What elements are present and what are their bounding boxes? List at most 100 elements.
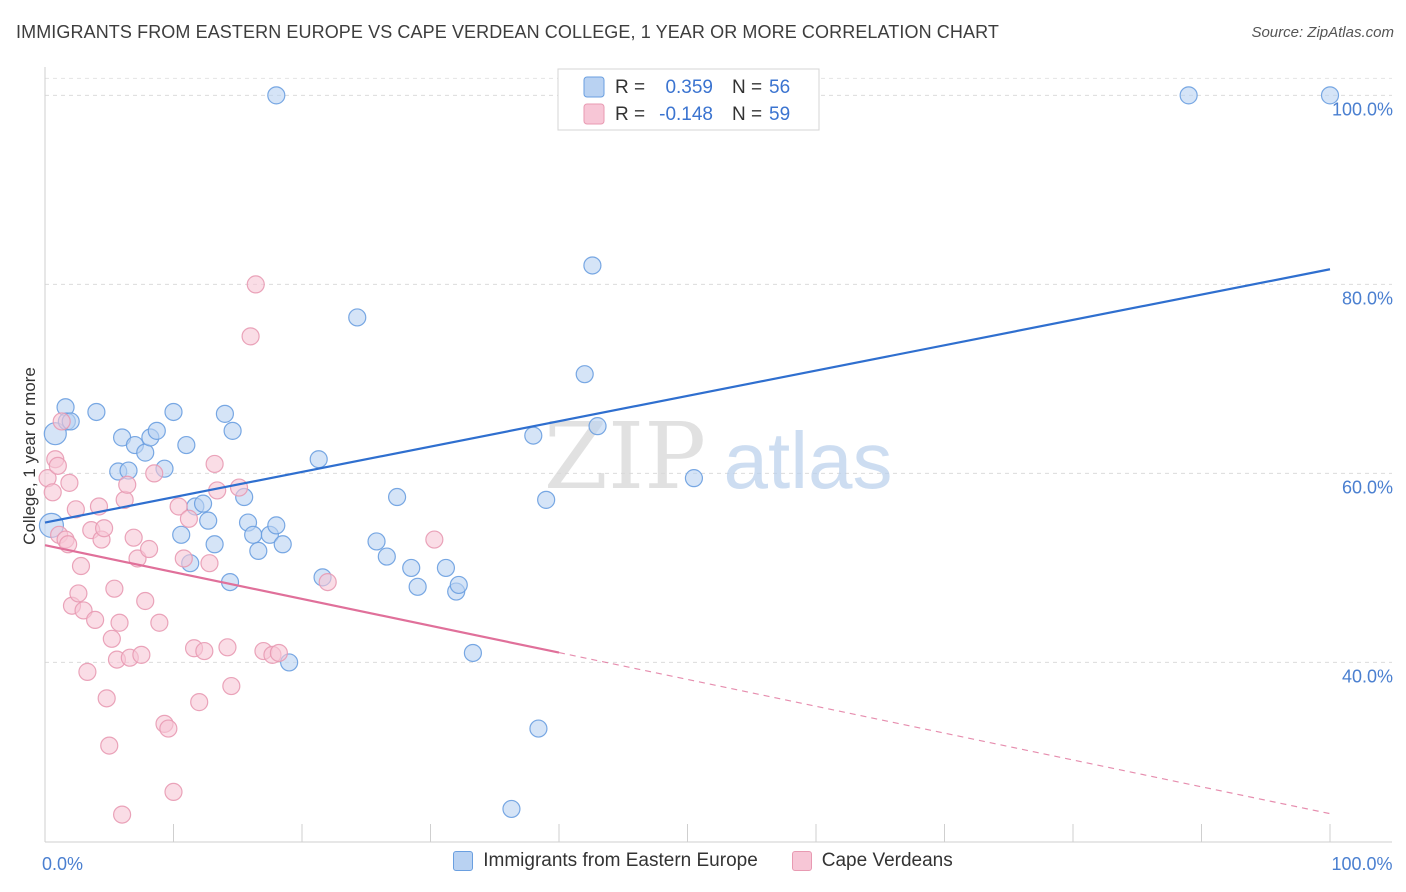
trendline-eastern-europe (44, 268, 1331, 524)
point-eastern-europe-40 (402, 558, 421, 578)
point-eastern-europe-20 (199, 511, 218, 530)
point-eastern-europe-28 (249, 541, 268, 561)
stats-r-value-eastern-europe: 0.359 (665, 77, 713, 98)
point-eastern-europe-16 (177, 435, 196, 455)
point-cape-verdean-3 (48, 456, 67, 475)
legend-item-cape-verdeans: Cape Verdeans (791, 850, 953, 872)
point-cape-verdean-1 (43, 483, 62, 502)
point-eastern-europe-34 (309, 450, 328, 469)
source-credit: Source: ZipAtlas.com (1251, 24, 1394, 41)
point-eastern-europe-26 (244, 525, 263, 544)
trendline-cape-verdean-dashed (558, 652, 1331, 815)
point-eastern-europe-52 (583, 256, 602, 275)
point-cape-verdean-26 (112, 805, 132, 824)
point-eastern-europe-22 (215, 404, 234, 423)
point-eastern-europe-42 (436, 558, 456, 578)
watermark-atlas: atlas (724, 416, 893, 505)
point-cape-verdean-12 (71, 556, 91, 576)
point-eastern-europe-37 (367, 532, 386, 551)
point-cape-verdean-10 (66, 500, 85, 519)
y-tick-label-3: 100.0% (1332, 99, 1393, 119)
x-tick-label-1: 100.0% (1331, 854, 1392, 874)
point-cape-verdean-42 (179, 509, 199, 528)
point-eastern-europe-30 (267, 516, 286, 535)
point-cape-verdean-44 (190, 693, 209, 712)
point-eastern-europe-32 (267, 86, 286, 105)
point-cape-verdean-22 (102, 629, 121, 648)
y-axis-label: College, 1 year or more (20, 367, 39, 545)
point-cape-verdean-48 (205, 454, 224, 474)
stats-swatch-eastern-europe (583, 76, 605, 98)
point-cape-verdean-38 (159, 719, 178, 738)
point-eastern-europe-10 (136, 443, 155, 462)
point-cape-verdean-40 (169, 497, 188, 516)
point-eastern-europe-39 (377, 547, 396, 566)
legend-item-eastern-europe: Immigrants from Eastern Europe (453, 850, 758, 872)
legend-label-eastern-europe: Immigrants from Eastern Europe (483, 850, 758, 871)
watermark: ZIP atlas (544, 403, 893, 510)
stats-n-value-eastern-europe: 56 (769, 77, 790, 98)
watermark-zip: ZIP (544, 403, 706, 510)
point-eastern-europe-19 (193, 494, 213, 513)
stats-n-label-eastern-europe: N = (732, 77, 762, 98)
point-eastern-europe-14 (164, 402, 183, 422)
point-cape-verdean-21 (100, 736, 119, 755)
point-cape-verdean-25 (110, 613, 129, 632)
stats-legend: R = 0.359 N = 56 R = -0.148 N = 59 (557, 68, 820, 131)
stats-r-label-eastern-europe: R = (615, 77, 645, 98)
stats-n-value-cape-verdean: 59 (769, 104, 790, 125)
point-cape-verdean-57 (318, 572, 337, 592)
point-eastern-europe-53 (684, 469, 704, 488)
point-cape-verdean-58 (425, 530, 444, 549)
point-cape-verdean-35 (145, 464, 164, 483)
point-cape-verdean-30 (124, 528, 143, 547)
stats-swatch-cape-verdean (583, 103, 605, 125)
point-cape-verdean-16 (86, 610, 105, 629)
point-eastern-europe-50 (575, 365, 594, 384)
point-cape-verdean-45 (195, 641, 214, 661)
y-tick-label-1: 60.0% (1342, 477, 1393, 497)
x-tick-label-0: 0.0% (42, 854, 83, 874)
trendline-cape-verdean-solid (44, 544, 560, 654)
point-cape-verdean-53 (246, 275, 265, 294)
point-eastern-europe-47 (524, 426, 543, 445)
points-layer (38, 86, 1340, 824)
point-cape-verdean-5 (52, 412, 71, 431)
point-cape-verdean-56 (269, 643, 288, 663)
point-cape-verdean-28 (118, 475, 137, 494)
point-cape-verdean-33 (136, 591, 155, 611)
chart-title: IMMIGRANTS FROM EASTERN EUROPE VS CAPE V… (16, 22, 999, 42)
stats-n-label-cape-verdean: N = (732, 104, 762, 125)
point-cape-verdean-46 (200, 554, 219, 573)
point-eastern-europe-38 (387, 487, 407, 507)
point-eastern-europe-44 (449, 575, 468, 595)
point-eastern-europe-5 (87, 402, 106, 422)
point-eastern-europe-55 (1320, 86, 1340, 105)
point-eastern-europe-49 (537, 490, 556, 509)
point-cape-verdean-11 (69, 584, 88, 603)
point-cape-verdean-14 (78, 662, 97, 681)
point-eastern-europe-15 (172, 525, 191, 544)
point-eastern-europe-54 (1179, 86, 1198, 105)
point-cape-verdean-50 (222, 676, 241, 696)
axis-layer: 40.0% 60.0% 80.0% 100.0% 0.0% 100.0% (42, 67, 1393, 874)
point-cape-verdean-52 (241, 327, 260, 346)
point-eastern-europe-45 (463, 643, 483, 663)
point-cape-verdean-34 (139, 539, 159, 559)
legend-swatch-eastern-europe (453, 851, 474, 871)
point-eastern-europe-41 (408, 577, 427, 596)
point-cape-verdean-49 (218, 638, 237, 657)
series-legend: Immigrants from Eastern Europe Cape Verd… (0, 850, 1406, 872)
point-eastern-europe-12 (147, 421, 166, 440)
point-cape-verdean-8 (60, 473, 79, 492)
point-eastern-europe-51 (588, 417, 607, 436)
point-eastern-europe-46 (502, 799, 521, 819)
y-tick-label-0: 40.0% (1342, 666, 1393, 686)
point-cape-verdean-51 (229, 478, 249, 497)
point-eastern-europe-35 (348, 308, 367, 327)
point-eastern-europe-48 (529, 719, 548, 738)
point-cape-verdean-20 (97, 689, 116, 708)
point-eastern-europe-27 (223, 421, 242, 440)
point-eastern-europe-21 (205, 535, 224, 554)
